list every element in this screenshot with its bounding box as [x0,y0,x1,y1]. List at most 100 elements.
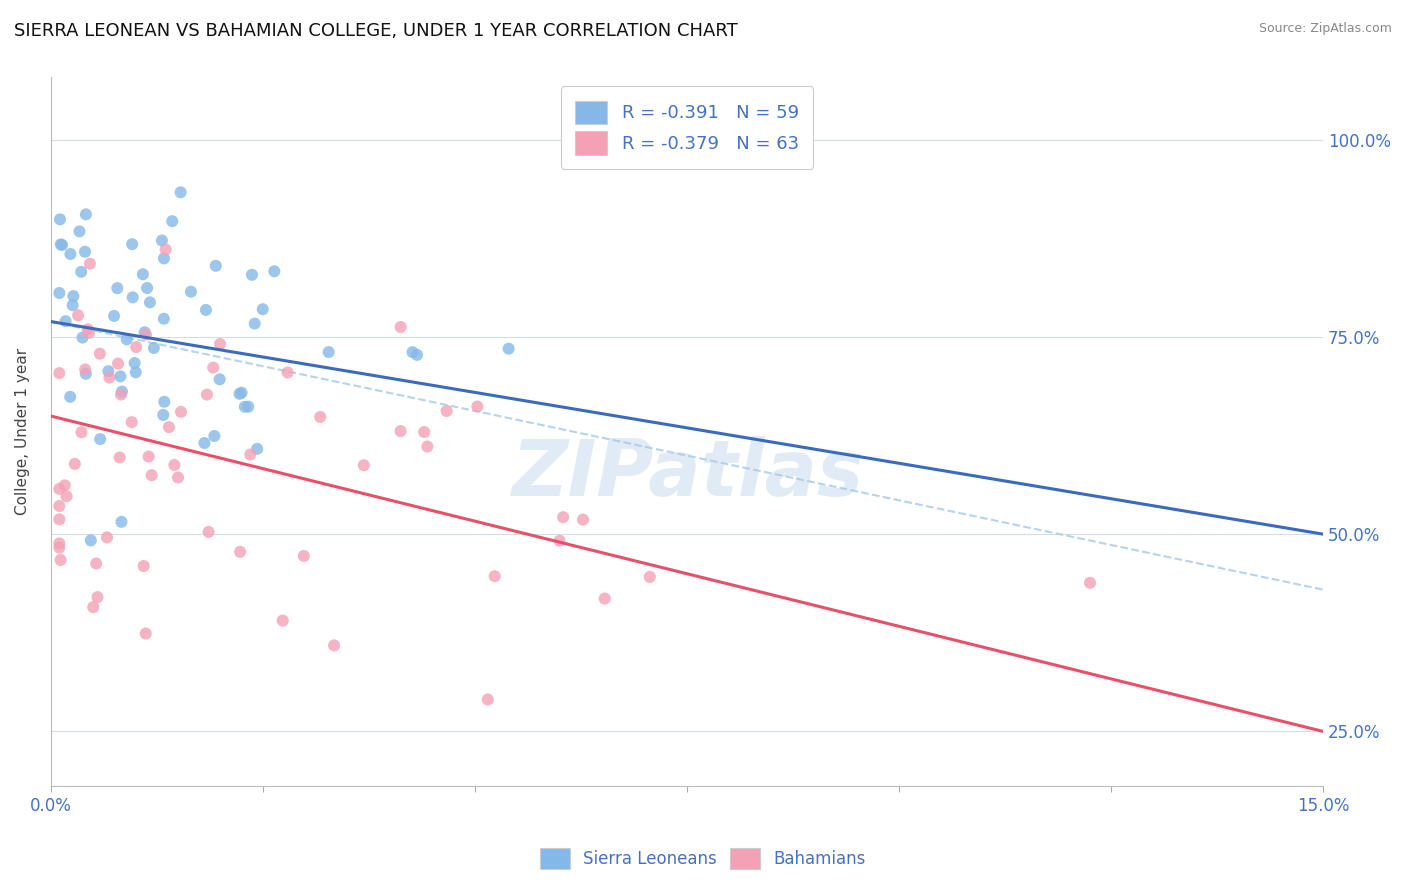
Point [208,372,231,386]
Point [193,436,215,450]
Point [292,549,315,563]
Point [79,257,101,271]
Point [121,237,143,252]
Point [136,281,159,295]
Point [252,302,274,317]
Point [208,337,231,351]
Point [229,545,252,559]
Point [180,285,202,299]
Point [170,405,193,419]
Point [246,442,269,456]
Point [124,356,146,370]
Point [1078,575,1101,590]
Point [121,290,143,304]
Point [67,308,90,322]
Point [153,252,176,266]
Point [49,237,72,252]
Point [197,524,219,539]
Point [96,530,118,544]
Point [115,332,138,346]
Point [105,281,128,295]
Point [238,400,260,414]
Text: Source: ZipAtlas.com: Source: ZipAtlas.com [1258,22,1392,36]
Point [401,345,423,359]
Point [110,515,132,529]
Point [75,207,97,221]
Point [76,322,98,336]
Point [132,267,155,281]
Point [194,302,217,317]
Point [239,447,262,461]
Point [204,259,226,273]
Point [277,366,299,380]
Point [477,692,499,706]
Point [353,458,375,473]
Point [202,360,225,375]
Point [110,387,132,401]
Point [51,238,73,252]
Point [169,186,191,200]
Point [70,425,93,440]
Point [108,450,131,465]
Point [553,510,575,524]
Point [48,285,70,300]
Point [155,243,177,257]
Point [202,429,225,443]
Point [80,533,103,548]
Point [82,600,104,615]
Text: ZIPatlas: ZIPatlas [510,436,863,512]
Point [125,340,148,354]
Point [121,415,143,429]
Point [63,457,86,471]
Point [263,264,285,278]
Point [70,265,93,279]
Point [48,512,70,526]
Point [162,214,184,228]
Point [389,424,412,438]
Point [593,591,616,606]
Point [48,541,70,555]
Point [59,247,82,261]
Point [484,569,506,583]
Point [240,268,263,282]
Point [67,224,90,238]
Point [135,626,157,640]
Point [111,384,134,399]
Point [62,298,84,312]
Point [548,533,571,548]
Point [153,394,176,409]
Point [125,365,148,379]
Point [638,570,661,584]
Point [132,559,155,574]
Point [138,450,160,464]
Point [134,326,156,340]
Point [572,513,595,527]
Point [89,346,111,360]
Point [436,404,458,418]
Point [167,470,190,484]
Point [467,400,489,414]
Point [228,387,250,401]
Point [150,234,173,248]
Y-axis label: College, Under 1 year: College, Under 1 year [15,348,30,516]
Point [59,390,82,404]
Point [103,309,125,323]
Legend: R = -0.391   N = 59, R = -0.379   N = 63: R = -0.391 N = 59, R = -0.379 N = 63 [561,87,814,169]
Point [98,370,121,384]
Point [163,458,186,472]
Point [323,638,346,652]
Point [233,400,256,414]
Point [73,244,96,259]
Point [107,357,129,371]
Point [406,348,429,362]
Point [77,326,100,340]
Point [72,330,94,344]
Point [86,590,108,604]
Point [318,345,340,359]
Point [231,385,253,400]
Point [48,482,70,496]
Point [157,420,180,434]
Point [110,369,132,384]
Point [416,440,439,454]
Point [243,317,266,331]
